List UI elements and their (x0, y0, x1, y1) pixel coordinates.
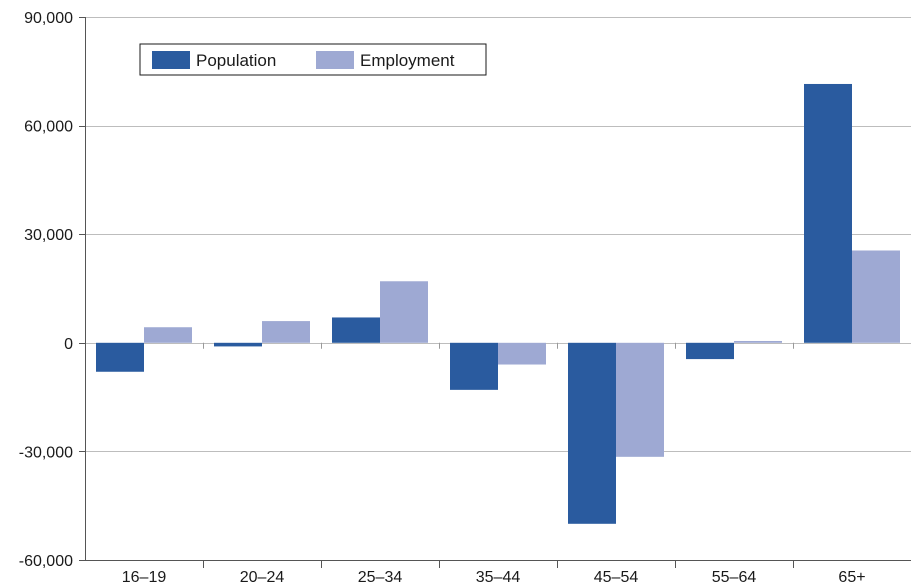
y-tick-label: 0 (64, 336, 73, 353)
bar-population (96, 342, 144, 372)
bar-employment (498, 342, 546, 365)
x-tick-label: 16–19 (122, 569, 167, 586)
bar-population (686, 342, 734, 360)
bar-employment (852, 250, 900, 343)
y-tick-label: -60,000 (19, 553, 73, 570)
y-tick-label: 90,000 (24, 10, 73, 27)
axes (85, 17, 911, 568)
bar-employment (380, 281, 428, 343)
bar-employment (144, 327, 192, 343)
bar-population (804, 83, 852, 343)
bar-population (568, 342, 616, 524)
legend: Population Employment (139, 43, 487, 76)
legend-swatch-employment (316, 51, 354, 69)
x-tick-label: 20–24 (240, 569, 285, 586)
bar-population (450, 342, 498, 390)
bars (96, 83, 900, 524)
x-tick-label: 65+ (838, 569, 865, 586)
x-tick-label: 25–34 (358, 569, 403, 586)
y-tick-label: 30,000 (24, 227, 73, 244)
bar-employment (616, 342, 664, 457)
x-axis-tick-labels: 16–19 20–24 25–34 35–44 45–54 55–64 65+ (122, 569, 866, 586)
bar-employment (734, 340, 782, 343)
bar-employment (262, 321, 310, 343)
legend-label-employment: Employment (360, 51, 455, 70)
legend-swatch-population (152, 51, 190, 69)
gridlines (79, 17, 911, 561)
legend-box (139, 43, 487, 76)
bar-population (214, 342, 262, 347)
bar-population (332, 317, 380, 343)
x-tick-label: 55–64 (712, 569, 757, 586)
legend-label-population: Population (196, 51, 276, 70)
x-tick-label: 35–44 (476, 569, 521, 586)
y-tick-label: 60,000 (24, 119, 73, 136)
y-axis-tick-labels: -60,000 -30,000 0 30,000 60,000 90,000 (19, 10, 73, 570)
x-tick-label: 45–54 (594, 569, 639, 586)
y-tick-label: -30,000 (19, 444, 73, 461)
